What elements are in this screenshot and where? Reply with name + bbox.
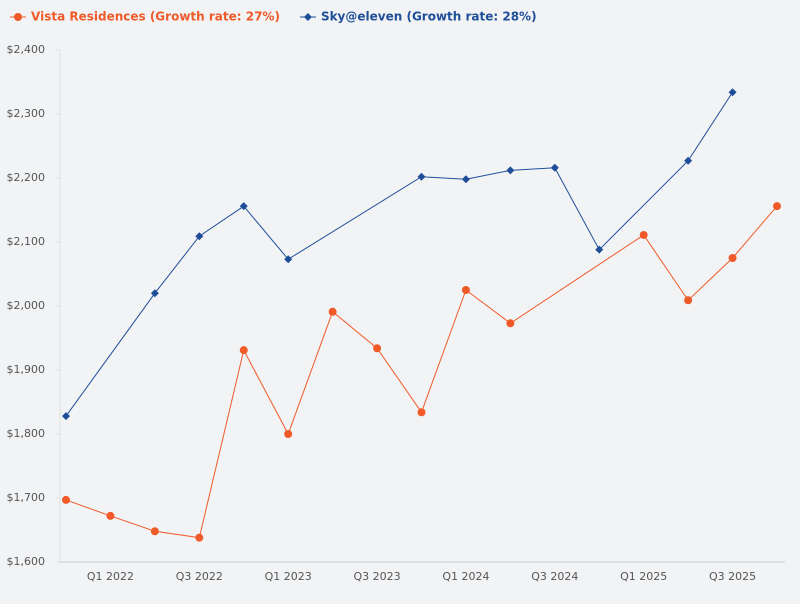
- x-tick-label: Q1 2025: [620, 570, 667, 583]
- x-tick-label: Q3 2022: [176, 570, 223, 583]
- y-tick-label: $2,400: [7, 43, 46, 56]
- marker: [728, 254, 737, 262]
- marker: [150, 289, 159, 298]
- marker: [14, 13, 22, 21]
- marker: [506, 166, 515, 175]
- marker: [684, 296, 693, 305]
- series-line: [65, 205, 778, 539]
- x-tick-label: Q1 2024: [442, 570, 489, 583]
- marker: [417, 172, 426, 181]
- marker: [239, 346, 248, 355]
- marker: [417, 408, 426, 417]
- y-tick-label: $2,200: [7, 171, 46, 184]
- marker: [106, 511, 115, 520]
- marker: [195, 232, 204, 241]
- marker: [684, 156, 693, 165]
- x-tick-label: Q1 2022: [87, 570, 134, 583]
- y-tick-label: $2,000: [7, 299, 46, 312]
- marker: [506, 319, 515, 328]
- marker: [595, 245, 604, 254]
- marker: [284, 430, 293, 438]
- x-tick-label: Q3 2025: [709, 570, 756, 583]
- marker: [328, 307, 337, 316]
- marker: [62, 412, 70, 421]
- marker: [773, 202, 781, 211]
- marker: [150, 527, 159, 536]
- marker: [284, 255, 293, 264]
- marker: [728, 88, 737, 97]
- marker: [239, 202, 248, 211]
- marker: [639, 230, 648, 239]
- y-tick-label: $1,700: [7, 491, 46, 504]
- marker: [373, 344, 382, 353]
- y-tick-label: $1,600: [7, 555, 46, 568]
- x-tick-label: Q3 2023: [353, 570, 400, 583]
- y-tick-label: $2,300: [7, 107, 46, 120]
- marker: [461, 286, 470, 294]
- y-tick-label: $1,900: [7, 363, 46, 376]
- marker: [303, 13, 312, 21]
- marker: [461, 175, 470, 184]
- y-tick-label: $1,800: [7, 427, 46, 440]
- marker: [195, 533, 204, 542]
- x-tick-label: Q1 2023: [265, 570, 312, 583]
- legend-label: Vista Residences (Growth rate: 27%): [31, 10, 280, 24]
- x-tick-label: Q3 2024: [531, 570, 578, 583]
- series-line: [65, 91, 733, 417]
- legend: Vista Residences (Growth rate: 27%) Sky@e…: [10, 10, 537, 24]
- legend-label: Sky@eleven (Growth rate: 28%): [321, 10, 537, 24]
- marker: [550, 163, 559, 172]
- y-tick-label: $2,100: [7, 235, 46, 248]
- marker: [62, 495, 70, 504]
